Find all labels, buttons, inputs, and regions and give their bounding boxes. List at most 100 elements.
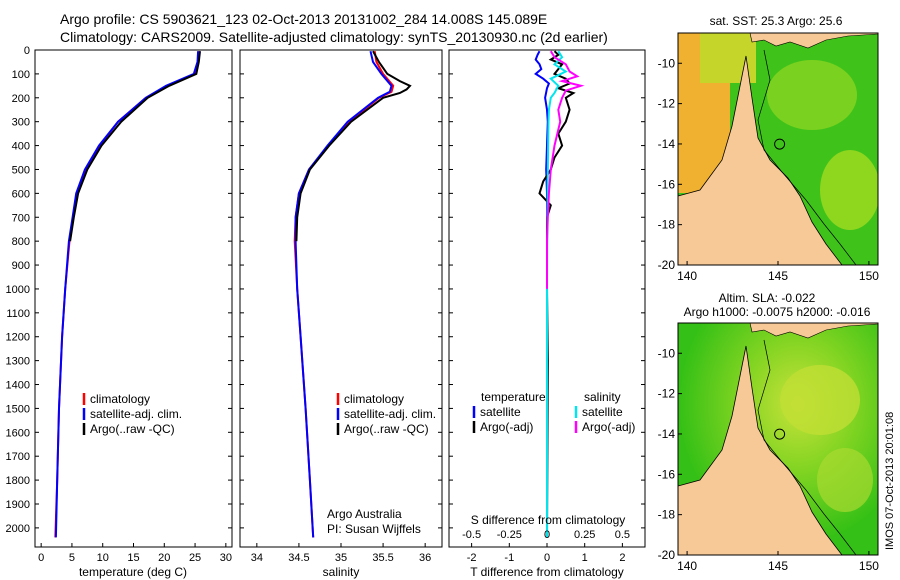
x-tick-label: 15 — [127, 552, 139, 564]
x-tick-label: 5 — [69, 552, 75, 564]
s-difference-tick-label: 0 — [544, 529, 550, 541]
x-tick-label: 30 — [220, 552, 232, 564]
salinity-axes-frame — [239, 49, 443, 548]
sla-profile-location — [774, 428, 786, 440]
temperature-legend: climatology satellite-adj. clim. Argo(..… — [82, 392, 182, 436]
map-lat-label: -20 — [658, 548, 676, 562]
map-lat-label: -16 — [658, 177, 676, 191]
series-line-satellite-adj-clim- — [54, 51, 200, 538]
sla-patch-1 — [780, 365, 860, 435]
depth-tick-label: 1400 — [6, 380, 30, 392]
map-lon-label: 140 — [677, 559, 697, 573]
salinity-annotation-line-2: PI: Susan Wijffels — [327, 522, 421, 536]
series-line-climatology — [54, 51, 200, 538]
map-lat-label: -16 — [658, 467, 676, 481]
difference-legend-temperature-title: temperature — [481, 390, 546, 404]
salinity-legend-climatology: climatology — [344, 392, 404, 406]
depth-tick-label: 1700 — [6, 451, 30, 463]
sst-profile-location — [774, 138, 786, 150]
depth-tick-label: 1200 — [6, 332, 30, 344]
salinity-lines — [293, 50, 412, 538]
x-tick-label: 10 — [97, 552, 109, 564]
temperature-xlabel: temperature (deg C) — [79, 565, 187, 579]
depth-tick-label: 500 — [12, 164, 30, 176]
depth-tick-label: 1500 — [6, 403, 30, 415]
s-difference-tick-label: -0.25 — [497, 529, 522, 541]
depth-tick-label: 2000 — [6, 523, 30, 535]
x-tick-label: 20 — [158, 552, 170, 564]
temperature-lines — [54, 51, 201, 538]
depth-tick-label: 700 — [12, 212, 30, 224]
sst-map-panel: sat. SST: 25.3 Argo: 25.6 140 145 150 -10 -1… — [658, 14, 880, 283]
map-lat-label: -18 — [658, 508, 676, 522]
temperature-legend-argo: Argo(..raw -QC) — [90, 422, 175, 436]
s-difference-tick-label: 0.25 — [574, 529, 595, 541]
map-lat-label: -18 — [658, 218, 676, 232]
header-line-1: Argo profile: CS 5903621_123 02-Oct-2013… — [60, 11, 547, 27]
x-tick-label: 0 — [38, 552, 44, 564]
map-lon-label: 145 — [768, 559, 788, 573]
depth-tick-label: 0 — [24, 45, 30, 57]
difference-panel: -2 -1 0 1 2 S difference from climatology -0… — [448, 49, 646, 579]
salinity-xlabel: salinity — [323, 565, 360, 579]
sst-patch-2 — [820, 150, 878, 230]
depth-tick-label: 1800 — [6, 475, 30, 487]
series-line-satellite-adj-clim- — [294, 50, 393, 538]
series-line-s-satellite — [546, 50, 568, 538]
s-difference-tick-labels: -0.5 -0.25 0 0.25 0.5 — [462, 529, 630, 541]
difference-legend-salinity-title: salinity — [584, 390, 621, 404]
x-tick-label: 1 — [582, 552, 588, 564]
sla-map-title-line-2: Argo h1000: -0.0075 h2000: -0.016 — [684, 305, 871, 319]
difference-ticks: -2 -1 0 1 2 — [449, 49, 645, 564]
sla-map-title-line-1: Altim. SLA: -0.022 — [719, 291, 816, 305]
sla-patch-2 — [817, 448, 873, 512]
depth-tick-label: 600 — [12, 188, 30, 200]
sla-map-ticks: 140 145 150 -10 -12 -14 -16 -18 -20 — [658, 346, 880, 573]
depth-tick-label: 1300 — [6, 356, 30, 368]
difference-legend-s-argo: Argo(-adj) — [582, 420, 635, 434]
x-tick-label: 35.5 — [372, 552, 393, 564]
series-line-t-argo-adj- — [538, 50, 576, 538]
map-lat-label: -10 — [658, 56, 676, 70]
map-lat-label: -14 — [658, 427, 676, 441]
s-difference-tick-label: -0.5 — [462, 529, 481, 541]
sst-map-ticks: 140 145 150 -10 -12 -14 -16 -18 -20 — [658, 56, 880, 283]
series-line-argo-raw-qc- — [69, 51, 201, 242]
map-lat-label: -10 — [658, 346, 676, 360]
x-tick-label: 25 — [189, 552, 201, 564]
depth-ticks: 0 100 200 300 400 500 600 700 800 900 1000 1100 1200… — [6, 45, 39, 535]
difference-xlabel: T difference from climatology — [470, 565, 624, 579]
sst-land-cape-york — [678, 55, 843, 265]
series-line-argo-raw-qc- — [295, 50, 412, 242]
map-lon-label: 150 — [859, 269, 879, 283]
sla-land-cape-york — [678, 345, 843, 555]
sla-land-top — [749, 323, 878, 339]
sla-map-panel: Altim. SLA: -0.022 Argo h1000: -0.0075 h… — [658, 291, 880, 573]
map-lat-label: -20 — [658, 258, 676, 272]
depth-tick-label: 1600 — [6, 427, 30, 439]
map-lon-label: 150 — [859, 559, 879, 573]
series-line-s-argo-adj- — [546, 50, 585, 289]
x-tick-label: -2 — [467, 552, 477, 564]
difference-legend-t-satellite: satellite — [480, 405, 521, 419]
x-tick-label: -1 — [504, 552, 514, 564]
temperature-panel: 0100200300400500600700800900100011001200… — [6, 45, 233, 579]
difference-legend: temperature salinity satellite Argo(-adj… — [472, 390, 635, 434]
s-difference-tick-label: 0.5 — [615, 529, 630, 541]
salinity-legend: climatology satellite-adj. clim. Argo(..… — [336, 392, 436, 436]
map-lon-label: 145 — [768, 269, 788, 283]
sla-isobath — [757, 339, 857, 555]
salinity-legend-argo: Argo(..raw -QC) — [344, 422, 429, 436]
difference-top-label: S difference from climatology — [471, 513, 626, 527]
header-line-2: Climatology: CARS2009. Satellite-adjuste… — [60, 29, 608, 45]
difference-lines — [534, 50, 585, 538]
sst-isobath — [757, 49, 857, 265]
sst-map-title: sat. SST: 25.3 Argo: 25.6 — [710, 14, 843, 28]
map-lat-label: -12 — [658, 97, 676, 111]
temperature-ticks: 0 5 10 15 20 25 30 — [38, 49, 232, 564]
salinity-legend-satellite: satellite-adj. clim. — [344, 407, 436, 421]
depth-tick-label: 900 — [12, 260, 30, 272]
sst-land-top — [749, 33, 878, 49]
depth-tick-label: 400 — [12, 141, 30, 153]
